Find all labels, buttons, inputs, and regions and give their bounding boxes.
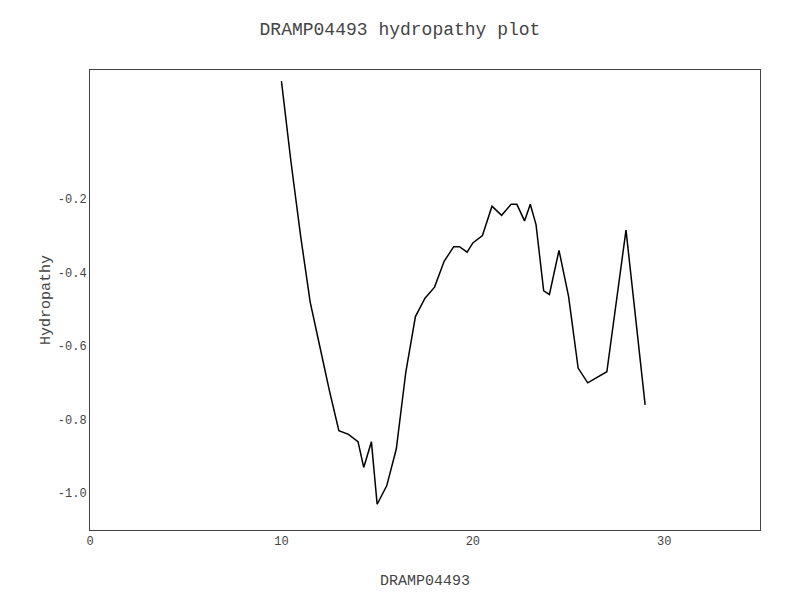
svg-text:0: 0 bbox=[86, 535, 93, 549]
svg-text:30: 30 bbox=[657, 535, 671, 549]
svg-text:-1.0: -1.0 bbox=[58, 487, 87, 501]
svg-text:-0.4: -0.4 bbox=[58, 267, 87, 281]
svg-text:-0.2: -0.2 bbox=[58, 193, 87, 207]
svg-text:DRAMP04493: DRAMP04493 bbox=[380, 573, 470, 590]
svg-text:10: 10 bbox=[274, 535, 288, 549]
svg-text:20: 20 bbox=[466, 535, 480, 549]
svg-text:-0.8: -0.8 bbox=[58, 414, 87, 428]
svg-text:-0.6: -0.6 bbox=[58, 340, 87, 354]
svg-text:DRAMP04493 hydropathy plot: DRAMP04493 hydropathy plot bbox=[260, 20, 541, 40]
svg-text:Hydropathy: Hydropathy bbox=[38, 255, 55, 345]
